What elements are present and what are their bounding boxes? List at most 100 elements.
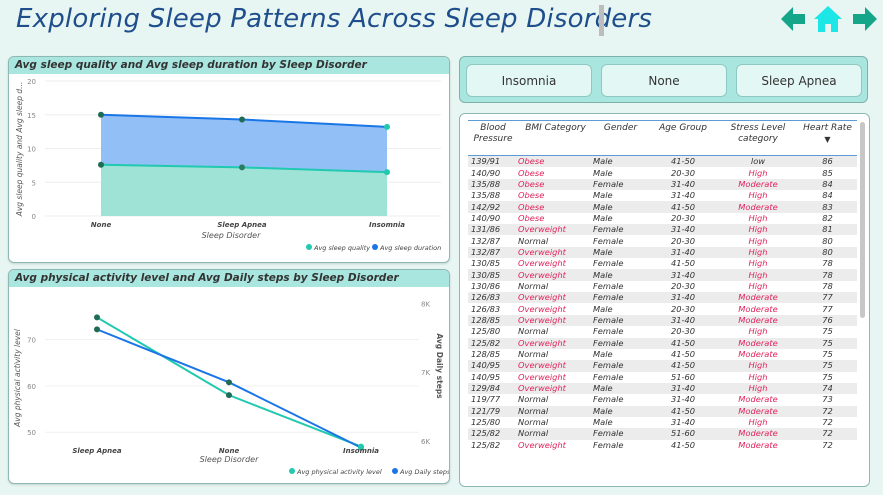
- cell-age: 20-30: [670, 167, 696, 178]
- arrow-right-icon[interactable]: [851, 4, 879, 34]
- cell-age: 20-30: [670, 303, 696, 314]
- y-tick-label: 70: [27, 337, 36, 345]
- cell-gender: Male: [593, 190, 613, 201]
- page-title: Exploring Sleep Patterns Across Sleep Di…: [16, 4, 653, 34]
- col-age-group[interactable]: Age Group: [648, 120, 718, 156]
- cell-bmi: Normal: [518, 235, 549, 246]
- cell-stress: High: [748, 167, 768, 178]
- cell-hr: 82: [822, 212, 833, 223]
- sort-desc-icon[interactable]: ▼: [824, 135, 831, 144]
- cell-age: 41-50: [648, 360, 718, 372]
- cell-hr: 86: [798, 155, 857, 168]
- cell-stress: Moderate: [718, 405, 798, 417]
- cell-bp: 131/86: [468, 224, 518, 236]
- cell-hr: 81: [798, 224, 857, 236]
- cell-gender: Male: [593, 417, 613, 428]
- cell-hr: 84: [798, 178, 857, 191]
- cell-age: 41-50: [670, 258, 696, 269]
- cell-bp: 129/84: [468, 382, 518, 395]
- y-tick-label: 50: [27, 429, 36, 437]
- cell-bp: 130/86: [471, 280, 501, 291]
- cell-gender: Female: [593, 280, 624, 291]
- cell-age: 31-40: [670, 394, 696, 405]
- slicer-option-insomnia[interactable]: Insomnia: [466, 64, 592, 97]
- cell-hr: 78: [798, 269, 857, 281]
- cell-bp: 135/88: [471, 190, 501, 201]
- cell-hr: 72: [822, 439, 833, 450]
- cell-stress: High: [748, 280, 768, 291]
- cell-hr: 73: [822, 394, 833, 405]
- cell-age: 41-50: [648, 201, 718, 213]
- table-scrollbar[interactable]: [860, 122, 865, 318]
- cell-hr: 80: [798, 246, 857, 259]
- col-gender[interactable]: Gender: [593, 120, 648, 156]
- table-row: 125/82 Overweight Female 41-50 Moderate 72: [468, 440, 857, 451]
- cell-gender: Female: [593, 439, 624, 450]
- cell-stress: High: [718, 360, 798, 372]
- cell-bmi: Overweight: [518, 314, 593, 327]
- legend-marker-daily-steps: [392, 468, 398, 474]
- cell-age: 51-60: [648, 428, 718, 440]
- cell-hr: 75: [822, 326, 833, 337]
- legend-marker-physical-activity: [289, 468, 295, 474]
- legend-label-sleep-quality: Avg sleep quality: [313, 244, 370, 252]
- cell-stress: low: [718, 155, 798, 168]
- slicer-option-none[interactable]: None: [601, 64, 727, 97]
- y-tick-label: 15: [27, 112, 36, 120]
- cell-age: 41-50: [648, 155, 718, 168]
- cell-bmi: Normal: [518, 394, 549, 405]
- cell-bp: 126/83: [471, 303, 501, 314]
- cell-gender: Male: [593, 212, 613, 223]
- y-tick-label: 60: [27, 383, 36, 391]
- cell-hr: 85: [822, 167, 833, 178]
- chart2-y2label: Avg Daily steps: [435, 333, 444, 399]
- cell-bmi: Overweight: [518, 371, 566, 382]
- cell-gender: Male: [593, 269, 648, 281]
- data-point-sleep-quality: [98, 161, 104, 168]
- cell-stress: High: [748, 212, 768, 223]
- cell-bmi: Overweight: [518, 360, 593, 372]
- cell-age: 31-40: [670, 190, 696, 201]
- cell-hr: 72: [822, 417, 833, 428]
- col-heart-rate[interactable]: Heart Rate ▼: [798, 120, 857, 156]
- cell-bp: 140/95: [471, 371, 501, 382]
- cell-bmi: Overweight: [518, 269, 593, 281]
- home-icon[interactable]: [812, 4, 844, 34]
- cell-age: 41-50: [648, 405, 718, 417]
- cell-bp: 132/87: [468, 246, 518, 259]
- cell-age: 41-50: [670, 439, 696, 450]
- cell-stress: High: [718, 224, 798, 236]
- y-tick-label: 5: [32, 179, 36, 187]
- col-blood-pressure[interactable]: Blood Pressure: [468, 120, 518, 156]
- cell-bp: 119/77: [471, 394, 501, 405]
- cell-bmi: Overweight: [518, 439, 566, 450]
- cell-bmi: Normal: [518, 326, 549, 337]
- cell-age: 20-30: [670, 326, 696, 337]
- arrow-left-icon[interactable]: [779, 4, 807, 34]
- cell-gender: Female: [593, 394, 624, 405]
- slicer-option-sleep-apnea[interactable]: Sleep Apnea: [736, 64, 862, 97]
- cell-hr: 74: [798, 382, 857, 395]
- table-row: 126/83 Overweight Female 31-40 Moderate 77: [468, 292, 857, 304]
- data-point-sleep-duration: [239, 116, 245, 123]
- cell-bmi: Normal: [518, 428, 593, 440]
- y2-tick-label: 7K: [421, 369, 430, 377]
- legend-label-sleep-duration: Avg sleep duration: [379, 244, 441, 252]
- cell-gender: Female: [593, 371, 624, 382]
- data-point-physical-activity: [226, 392, 232, 399]
- chart1-xlabel: Sleep Disorder: [202, 231, 262, 240]
- chart1-title: Avg sleep quality and Avg sleep duration…: [9, 57, 449, 74]
- table-row: 128/85 Normal Male 41-50 Moderate 75: [468, 349, 857, 360]
- col-stress-level[interactable]: Stress Level category: [718, 120, 798, 156]
- cell-stress: Moderate: [718, 292, 798, 304]
- cell-hr: 84: [822, 190, 833, 201]
- col-bmi-category[interactable]: BMI Category: [518, 120, 593, 156]
- cell-gender: Female: [593, 224, 648, 236]
- cell-bp: 128/85: [468, 314, 518, 327]
- data-point-sleep-quality: [239, 164, 245, 171]
- y2-tick-label: 6K: [421, 438, 430, 446]
- series-line-daily-steps: [96, 328, 362, 449]
- cell-hr: 78: [822, 280, 833, 291]
- cell-age: 51-60: [670, 371, 696, 382]
- cell-bp: 140/95: [468, 360, 518, 372]
